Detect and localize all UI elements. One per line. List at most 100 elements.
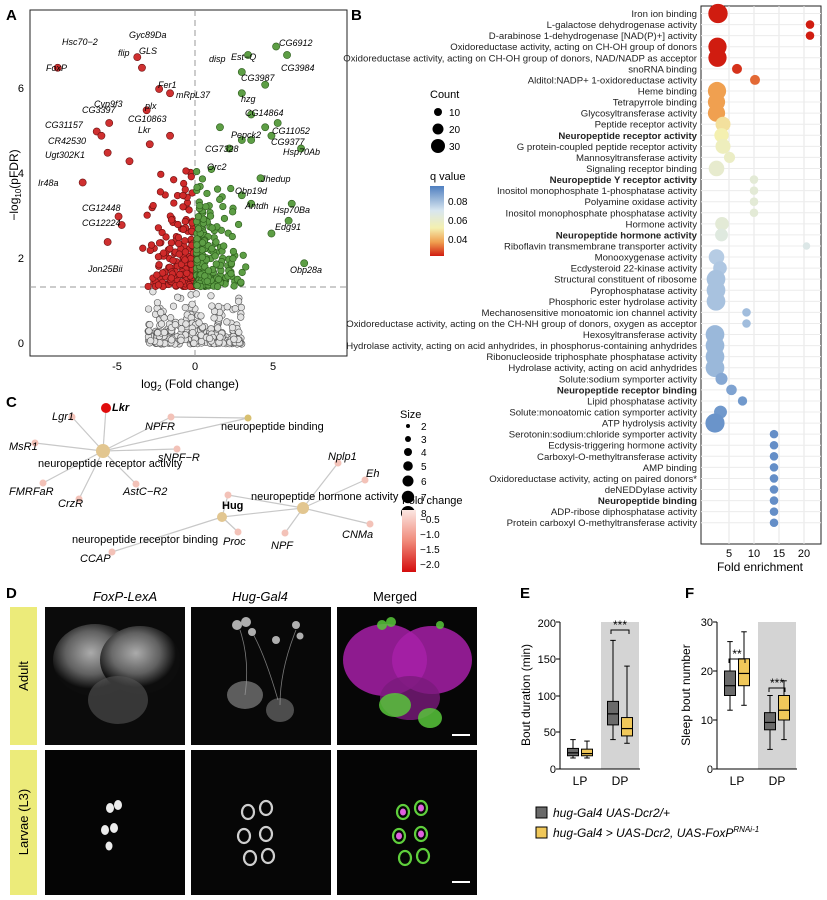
go-term-label: ATP hydrolysis activity — [602, 419, 697, 430]
point-ns — [230, 335, 238, 343]
point-ns — [223, 318, 231, 326]
go-term-dot — [737, 396, 748, 406]
gene-label: CG7328 — [205, 144, 239, 154]
point-down — [154, 281, 163, 289]
point-up — [227, 270, 235, 278]
point-ns — [146, 321, 154, 329]
gene-label: CG31157 — [45, 120, 84, 130]
gene-label: Lkr — [112, 402, 130, 414]
point-up — [193, 241, 201, 249]
go-term-label: Neuropeptide receptor binding — [557, 385, 697, 396]
point-down — [167, 216, 176, 224]
go-term-label: Phosphoric ester hydrolase activity — [549, 297, 697, 308]
gene-label: CG12448 — [82, 203, 121, 213]
point-ns — [154, 329, 162, 337]
point-down — [170, 199, 178, 207]
point-up — [211, 252, 219, 260]
gene-label: Hsc70−2 — [62, 37, 98, 47]
go-term-label: Monooxygenase activity — [595, 253, 698, 264]
boxplot-sleep-bout-number: 0 10 20 30 Sleep bout number LP DP ** **… — [679, 617, 797, 788]
panel-letter-f: F — [685, 585, 694, 602]
point-down — [162, 233, 170, 241]
go-term-label: Oxidoreductase activity, acting on the C… — [346, 319, 698, 330]
gene-label: mRpL37 — [176, 90, 211, 100]
point-down — [181, 237, 189, 245]
gene-label: CG3987 — [241, 73, 276, 83]
point-down — [166, 89, 174, 98]
box — [764, 712, 776, 731]
gene-label: Lgr1 — [52, 411, 74, 423]
y-axis-label: Bout duration (min) — [519, 644, 533, 746]
hub-label: neuropeptide hormone activity — [251, 491, 399, 503]
gene-label: flip — [118, 48, 130, 58]
image-larvae-hug — [191, 750, 331, 895]
y-tick: 6 — [18, 83, 24, 95]
point-ns — [174, 293, 182, 301]
svg-text:−1.0: −1.0 — [420, 530, 440, 541]
row-label-adult: Adult — [16, 661, 31, 691]
box — [581, 748, 593, 757]
go-term-label: Glycosyltransferase activity — [581, 109, 697, 120]
point-ns — [237, 303, 245, 312]
go-term-dot — [742, 308, 751, 317]
go-term-label: Neuropeptide receptor activity — [558, 131, 697, 142]
gene-label: plx — [144, 101, 157, 111]
x-axis-label: Fold enrichment — [717, 560, 804, 574]
point-ns — [160, 328, 168, 337]
column-label-foxp: FoxP-LexA — [93, 589, 157, 604]
go-term-dot — [715, 116, 731, 132]
svg-text:30: 30 — [449, 142, 461, 153]
go-term-label: Mechanosensitive monoatomic ion channel … — [482, 308, 698, 319]
point-down — [117, 221, 126, 229]
svg-text:200: 200 — [538, 618, 556, 630]
point-down — [175, 250, 183, 258]
point-ns — [192, 290, 200, 298]
go-term-label: Serotonin:sodium:chloride symporter acti… — [509, 430, 697, 441]
go-term-dot — [715, 216, 729, 231]
go-term-label: Alditol:NADP+ 1-oxidoreductase activity — [528, 75, 698, 86]
network-plot: neuropeptide binding neuropeptide recept… — [9, 402, 463, 572]
gene-label: Hug — [222, 500, 243, 512]
point-up — [194, 213, 202, 221]
gene-label: CG10863 — [128, 114, 167, 124]
go-term-label: G protein-coupled peptide receptor activ… — [517, 142, 697, 153]
point-up — [228, 232, 236, 241]
go-term-dot — [769, 518, 779, 527]
svg-text:8: 8 — [421, 509, 427, 520]
point-ns — [197, 312, 205, 320]
go-term-label: Neuropeptide Y receptor activity — [550, 175, 698, 186]
point-up — [196, 201, 204, 210]
point-up — [273, 119, 282, 127]
point-ns — [157, 309, 165, 317]
go-term-label: Oxidoreductase activity, acting on paire… — [489, 474, 697, 485]
go-term-label: deNEDDylase activity — [605, 485, 697, 496]
point-down — [143, 211, 151, 219]
svg-text:150: 150 — [538, 654, 556, 666]
go-term-dot — [749, 208, 759, 218]
gene-label: CR42530 — [48, 136, 86, 146]
point-up — [230, 282, 238, 290]
y-axis-label: −log10(pFDR) — [7, 149, 23, 220]
go-term-dot — [723, 151, 736, 163]
point-down — [147, 241, 156, 249]
go-term-dot — [708, 3, 728, 24]
gene-label: CG3984 — [281, 63, 315, 73]
go-term-dot — [749, 186, 759, 195]
boxplot-bout-duration: 0 50 100 150 200 Bout duration (min) LP … — [519, 618, 640, 788]
legend-control: hug-Gal4 UAS-Dcr2/+ — [553, 806, 670, 820]
gene-label: Nplp1 — [328, 451, 357, 463]
gene-label: Obp19d — [235, 186, 268, 196]
panel-letter-c: C — [6, 394, 17, 411]
go-term-label: Inositol monophosphate phosphatase activ… — [506, 208, 698, 219]
point-ns — [228, 324, 237, 332]
go-term-dot — [769, 485, 779, 494]
go-term-dot — [802, 242, 811, 250]
gene-label: CG11052 — [272, 126, 310, 136]
gene-label: Lkr — [138, 125, 152, 135]
point-down — [169, 256, 177, 265]
svg-text:6: 6 — [421, 477, 427, 488]
point-up — [237, 68, 246, 76]
svg-text:−2.0: −2.0 — [420, 560, 440, 571]
gene-label: CG6912 — [279, 38, 313, 48]
